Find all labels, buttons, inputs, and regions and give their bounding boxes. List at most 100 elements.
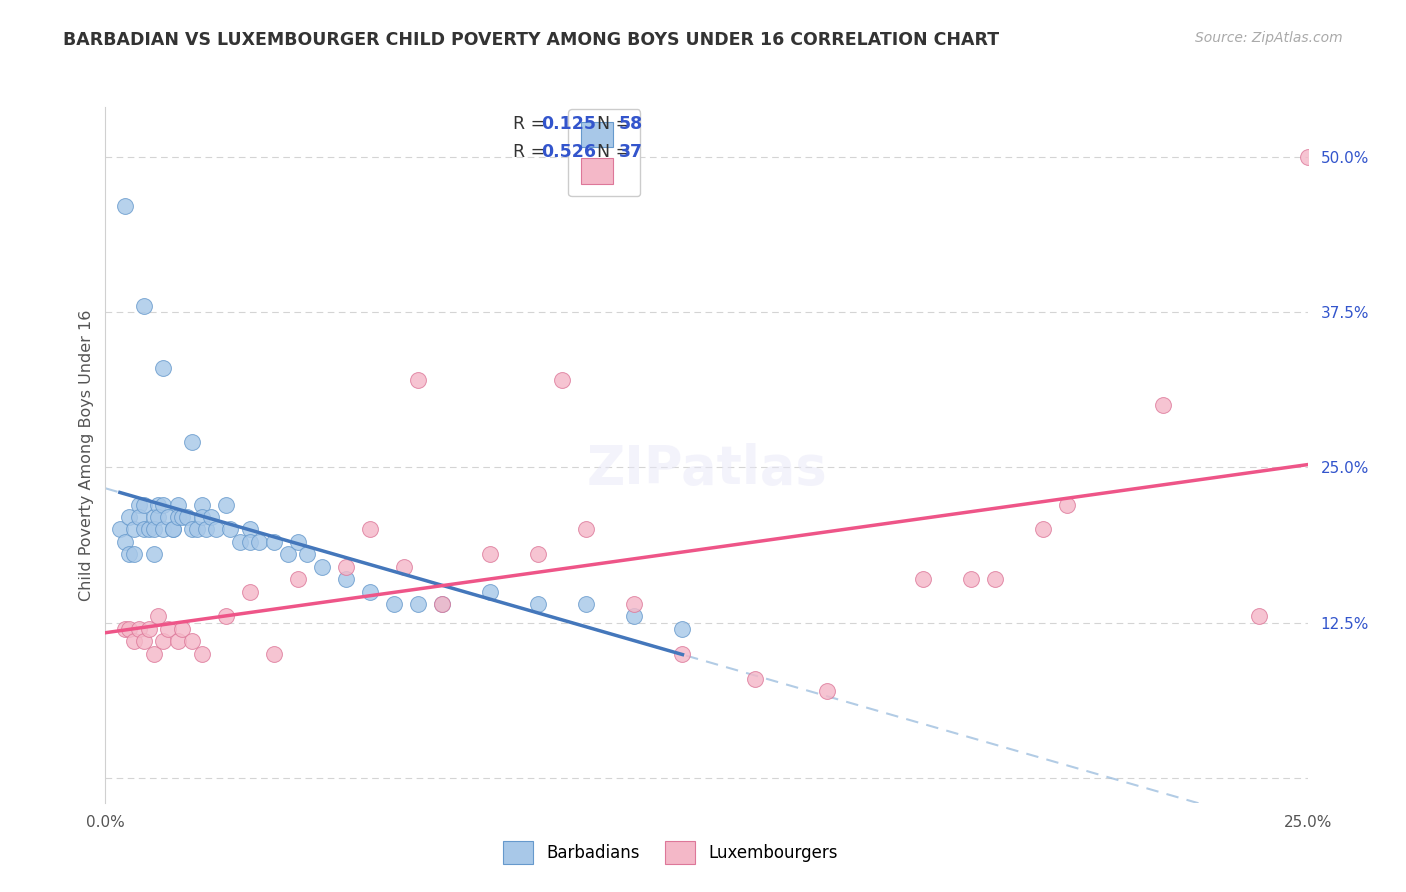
Point <box>392 559 415 574</box>
Point <box>148 609 170 624</box>
Point <box>527 547 550 561</box>
Point <box>359 584 381 599</box>
Point <box>623 609 645 624</box>
Point <box>214 498 236 512</box>
Point <box>156 510 179 524</box>
Text: Source: ZipAtlas.com: Source: ZipAtlas.com <box>1195 31 1343 45</box>
Point <box>406 373 429 387</box>
Point <box>142 510 165 524</box>
Point <box>166 510 188 524</box>
Text: N =: N = <box>586 115 636 134</box>
Point <box>200 510 222 524</box>
Point <box>128 498 150 512</box>
Point <box>239 584 262 599</box>
Point <box>214 609 236 624</box>
Point <box>263 647 285 661</box>
Point <box>176 510 198 524</box>
Point <box>623 597 645 611</box>
Point <box>148 510 170 524</box>
Text: ZIPatlas: ZIPatlas <box>586 442 827 495</box>
Point <box>118 547 141 561</box>
Point <box>132 498 155 512</box>
Point <box>406 597 429 611</box>
Point <box>575 523 598 537</box>
Point <box>152 361 174 376</box>
Point <box>132 523 155 537</box>
Point <box>142 523 165 537</box>
Point <box>911 572 934 586</box>
Text: R =: R = <box>513 144 551 161</box>
Point <box>239 523 262 537</box>
Point <box>132 634 155 648</box>
Point <box>162 523 184 537</box>
Point <box>335 559 357 574</box>
Point <box>132 299 155 313</box>
Point <box>551 373 574 387</box>
Point <box>575 597 598 611</box>
Point <box>181 435 204 450</box>
Point <box>277 547 299 561</box>
Point <box>181 634 204 648</box>
Point <box>190 498 212 512</box>
Point <box>671 622 693 636</box>
Text: BARBADIAN VS LUXEMBOURGER CHILD POVERTY AMONG BOYS UNDER 16 CORRELATION CHART: BARBADIAN VS LUXEMBOURGER CHILD POVERTY … <box>63 31 1000 49</box>
Point <box>142 647 165 661</box>
Text: 0.125: 0.125 <box>541 115 596 134</box>
Point <box>479 547 502 561</box>
Point <box>118 622 141 636</box>
Point <box>287 572 309 586</box>
Point <box>311 559 333 574</box>
Point <box>128 510 150 524</box>
Point <box>1249 609 1271 624</box>
Point <box>430 597 453 611</box>
Point <box>1152 398 1174 412</box>
Point <box>287 534 309 549</box>
Point <box>124 523 146 537</box>
Point <box>1296 150 1319 164</box>
Point <box>138 622 160 636</box>
Point <box>138 523 160 537</box>
Point <box>114 199 136 213</box>
Point <box>128 622 150 636</box>
Point <box>335 572 357 586</box>
Point <box>205 523 228 537</box>
Point <box>142 547 165 561</box>
Point <box>166 498 188 512</box>
Point <box>219 523 242 537</box>
Text: R =: R = <box>513 115 551 134</box>
Point <box>239 534 262 549</box>
Y-axis label: Child Poverty Among Boys Under 16: Child Poverty Among Boys Under 16 <box>79 310 94 600</box>
Point <box>124 634 146 648</box>
Point <box>297 547 319 561</box>
Point <box>181 523 204 537</box>
Point <box>172 622 194 636</box>
Point <box>152 523 174 537</box>
Point <box>195 523 218 537</box>
Point <box>152 498 174 512</box>
Point <box>1032 523 1054 537</box>
Point <box>166 634 188 648</box>
Text: 58: 58 <box>619 115 643 134</box>
Point <box>172 510 194 524</box>
Point <box>744 672 766 686</box>
Point <box>382 597 405 611</box>
Legend: Barbadians, Luxembourgers: Barbadians, Luxembourgers <box>494 830 848 874</box>
Text: 37: 37 <box>619 144 643 161</box>
Point <box>124 547 146 561</box>
Point <box>190 510 212 524</box>
Point <box>984 572 1007 586</box>
Point <box>359 523 381 537</box>
Point <box>162 523 184 537</box>
Text: N =: N = <box>586 144 636 161</box>
Point <box>671 647 693 661</box>
Point <box>229 534 252 549</box>
Point <box>1056 498 1078 512</box>
Point <box>186 523 208 537</box>
Point <box>114 622 136 636</box>
Point <box>247 534 270 549</box>
Point <box>527 597 550 611</box>
Point <box>815 684 838 698</box>
Point <box>118 510 141 524</box>
Point <box>430 597 453 611</box>
Point <box>108 523 131 537</box>
